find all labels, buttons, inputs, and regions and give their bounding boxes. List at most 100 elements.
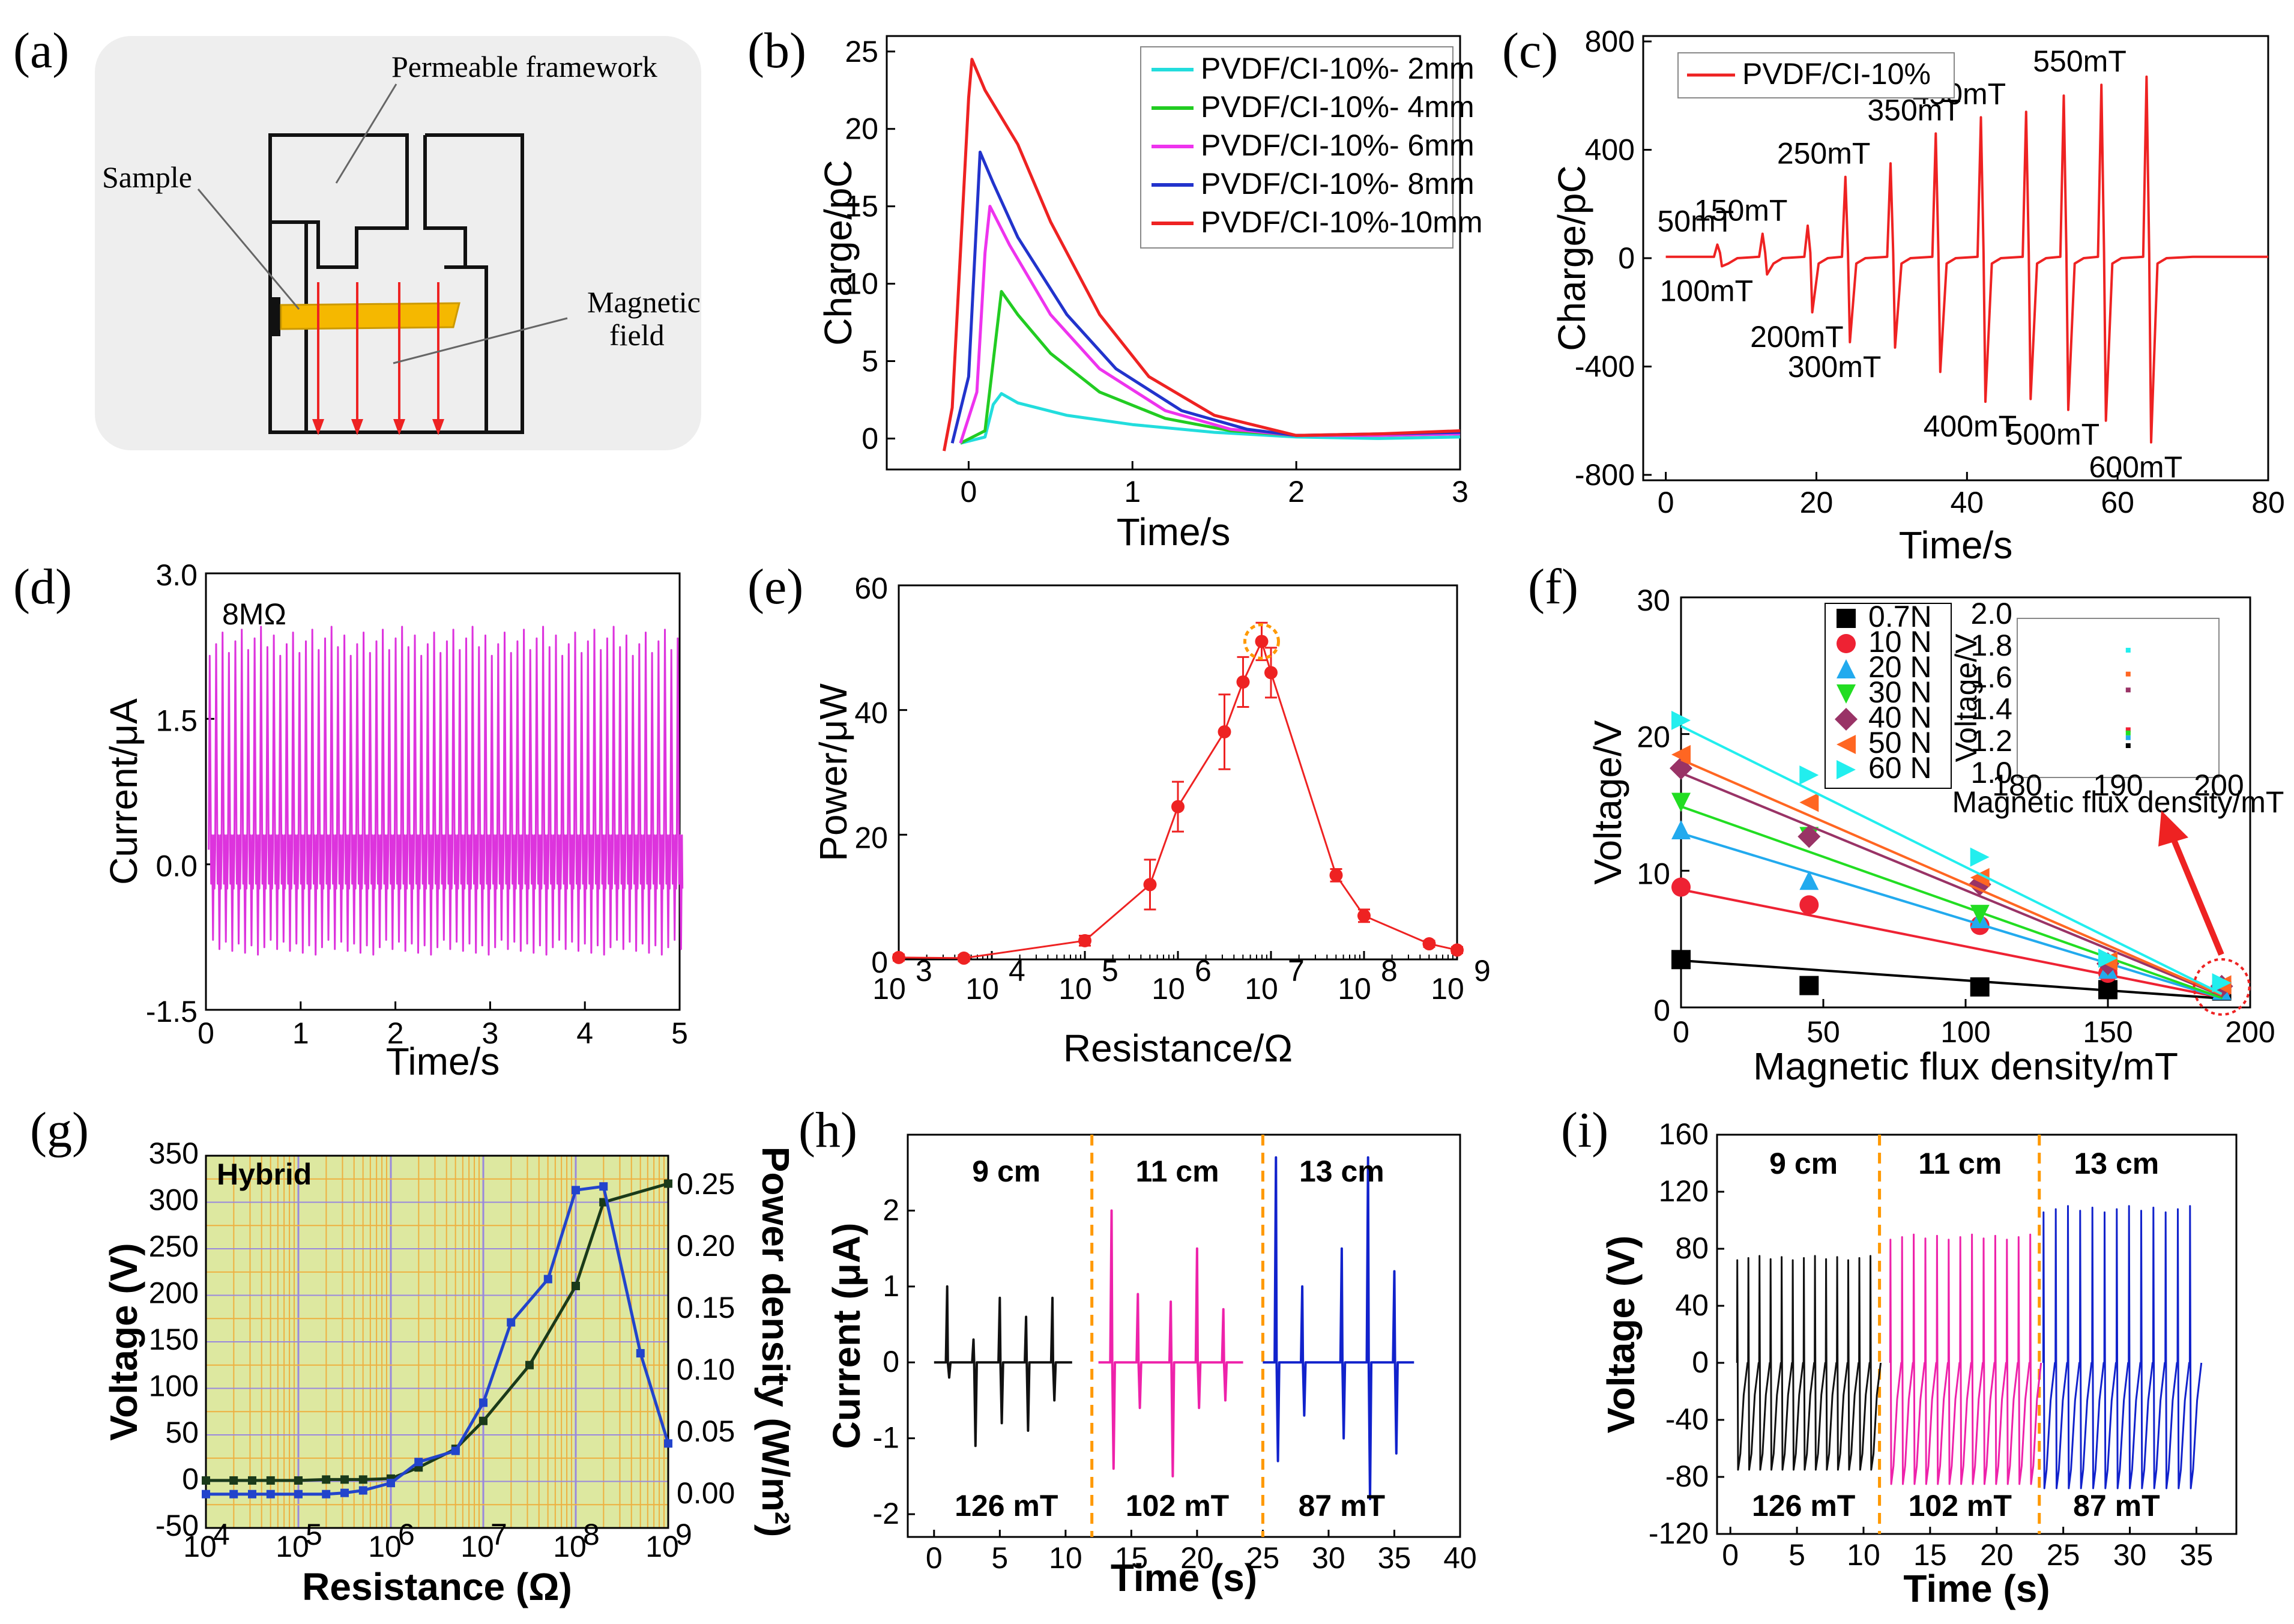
legend-label: 10 N bbox=[1868, 625, 1932, 659]
field-arrow-head bbox=[432, 419, 444, 435]
voltage-point bbox=[248, 1476, 256, 1485]
x-tick-label: 10 bbox=[276, 1530, 309, 1563]
x-tick-exponent: 8 bbox=[1381, 954, 1398, 988]
y-tick-label: 0 bbox=[1618, 241, 1635, 275]
y-tick-label: -800 bbox=[1575, 458, 1635, 492]
x-tick-exponent: 3 bbox=[916, 954, 932, 988]
inset-y-tick-label: 1.2 bbox=[1970, 724, 2012, 758]
series-line bbox=[960, 392, 1461, 445]
x-tick-label: 10 bbox=[553, 1530, 587, 1563]
y-tick-label: -50 bbox=[155, 1509, 199, 1542]
y-axis-label: Voltage (V) bbox=[102, 1243, 145, 1441]
y2-tick-label: 0.05 bbox=[677, 1414, 735, 1448]
x-tick-label: 10 bbox=[1338, 972, 1371, 1006]
y-tick-label: 0 bbox=[182, 1463, 199, 1496]
x-tick-label: 5 bbox=[1788, 1538, 1805, 1572]
panel-d: (d) 0 1 2 3 4 5 -1.5 0.0 1.5 3.0 8MΩ Current/μA Time/… bbox=[13, 558, 688, 1083]
y-tick-label: 80 bbox=[1675, 1231, 1709, 1265]
x-tick-label: 10 bbox=[872, 972, 906, 1006]
fit-line bbox=[1680, 725, 2223, 995]
y-axis-label: Voltage (V) bbox=[1599, 1236, 1643, 1434]
panel-a: (a) Permeable framework Sample Magneticfiel… bbox=[13, 23, 701, 450]
voltage-point bbox=[525, 1360, 534, 1369]
power-density-point bbox=[358, 1486, 367, 1495]
max-power-highlight bbox=[1243, 623, 1280, 660]
x-tick-label: 10 bbox=[183, 1530, 217, 1563]
label-permeable-framework: Permeable framework bbox=[391, 50, 657, 83]
field-arrow-head bbox=[351, 419, 363, 435]
pulse-label-negative: 200mT bbox=[1750, 320, 1844, 354]
y-tick-label: 1.5 bbox=[155, 704, 198, 737]
y-axis-label: Voltage/V bbox=[1586, 720, 1629, 884]
inset-y-tick-label: 1.0 bbox=[1970, 756, 2012, 789]
sample-bar bbox=[280, 302, 460, 330]
data-point bbox=[1671, 877, 1691, 897]
plot-frame bbox=[1716, 1133, 2238, 1535]
power-density-point bbox=[451, 1446, 460, 1455]
section-distance-label: 9 cm bbox=[972, 1155, 1040, 1188]
data-point bbox=[1970, 977, 1990, 997]
voltage-point bbox=[479, 1416, 487, 1425]
framework-center bbox=[423, 135, 467, 269]
section-field-label: 126 mT bbox=[1752, 1489, 1855, 1523]
voltage-point bbox=[294, 1476, 303, 1485]
y-tick-label: -40 bbox=[1665, 1402, 1709, 1436]
panel-c: (c) 0 20 40 60 80 -800 -400 0 400 800 50mT 100mT 150m… bbox=[1502, 23, 2285, 567]
panel-label: (b) bbox=[747, 23, 806, 79]
x-tick-label: 10 bbox=[1152, 972, 1185, 1006]
data-point bbox=[1835, 708, 1858, 731]
y-tick-label: 60 bbox=[854, 572, 888, 605]
voltage-point bbox=[572, 1282, 580, 1290]
x-axis-label: Time (s) bbox=[1111, 1556, 1257, 1599]
x-tick-label: 5 bbox=[991, 1541, 1008, 1575]
plot-frame bbox=[205, 572, 681, 1011]
x-tick-label: 0 bbox=[1722, 1538, 1739, 1572]
sample-clamp bbox=[270, 297, 280, 336]
power-density-point bbox=[322, 1490, 331, 1499]
data-point bbox=[1837, 609, 1856, 628]
legend-label: PVDF/CI-10%- 2mm bbox=[1201, 52, 1474, 85]
x-tick-label: 35 bbox=[1378, 1541, 1411, 1575]
y-tick-label: 800 bbox=[1585, 25, 1635, 58]
x-axis-label: Time/s bbox=[386, 1040, 500, 1083]
label-field: field bbox=[609, 318, 665, 352]
x-tick-label: 20 bbox=[1980, 1538, 2014, 1572]
x-tick-label: 35 bbox=[2180, 1538, 2214, 1572]
legend-label: 40 N bbox=[1868, 701, 1932, 734]
data-point bbox=[1837, 735, 1856, 754]
x-tick-label: 1 bbox=[1124, 475, 1141, 509]
section-distance-label: 11 cm bbox=[1136, 1155, 1219, 1188]
data-point bbox=[2212, 973, 2232, 993]
data-point bbox=[1799, 871, 1819, 890]
y-tick-label: 100 bbox=[149, 1369, 199, 1403]
x-axis-label: Time/s bbox=[1899, 524, 2013, 567]
y-tick-label: 25 bbox=[845, 35, 878, 68]
voltage-point bbox=[358, 1475, 367, 1484]
voltage-point bbox=[266, 1476, 275, 1485]
section-field-label: 87 mT bbox=[1299, 1489, 1386, 1523]
framework-inner-right bbox=[465, 265, 488, 432]
data-point bbox=[1970, 868, 1990, 887]
legend-label: 50 N bbox=[1868, 726, 1932, 759]
y-tick-label: 20 bbox=[845, 112, 878, 146]
section-distance-label: 13 cm bbox=[1299, 1155, 1384, 1188]
legend-label: PVDF/CI-10% bbox=[1742, 57, 1931, 91]
pulse-label-negative: 600mT bbox=[2089, 450, 2183, 484]
y-tick-label: 120 bbox=[1659, 1174, 1709, 1208]
x-tick-exponent: 5 bbox=[306, 1518, 322, 1551]
panel-label: (g) bbox=[30, 1102, 89, 1158]
section-distance-label: 13 cm bbox=[2074, 1147, 2159, 1180]
data-point bbox=[1671, 792, 1691, 812]
power-point bbox=[1143, 878, 1157, 892]
power-density-point bbox=[387, 1479, 395, 1488]
x-axis-label: Time/s bbox=[1117, 510, 1231, 554]
plot-annotation: Hybrid bbox=[217, 1158, 312, 1191]
legend-label: PVDF/CI-10%- 8mm bbox=[1201, 167, 1474, 201]
y-axis-label: Charge/pC bbox=[1550, 165, 1593, 351]
x-tick-label: 20 bbox=[1800, 486, 1834, 519]
inset-x-tick-label: 180 bbox=[1992, 768, 2042, 802]
x-tick-label: 25 bbox=[2047, 1538, 2080, 1572]
voltage-point bbox=[322, 1475, 331, 1484]
